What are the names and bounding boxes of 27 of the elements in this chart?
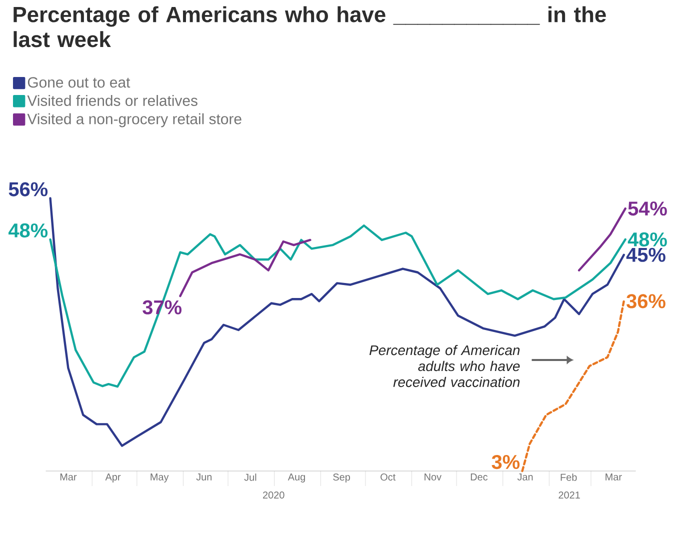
x-tick-label: Oct (380, 474, 396, 481)
x-tick-label: Jan (517, 474, 533, 480)
data-label: 54% (628, 202, 667, 216)
x-tick-label: Nov (424, 474, 442, 480)
x-tick-label: Dec (470, 474, 488, 480)
x-tick-label: Jul (244, 474, 256, 481)
text: 2020 (263, 492, 284, 499)
legend-label: Gone out to eat (28, 77, 130, 88)
x-tick-label: Feb (560, 474, 577, 481)
data-label: 48% (628, 232, 667, 246)
data-label: 45% (626, 248, 666, 262)
x-tick-label: Apr (105, 474, 121, 482)
annotation: Percentage of American adults who have received vaccination (369, 344, 520, 388)
data-label: 56% (8, 182, 48, 196)
x-tick-label: Jun (196, 474, 212, 480)
data-label: 48% (8, 223, 48, 238)
x-tick-label: Mar (60, 474, 77, 480)
x-tick-label: Mar (606, 474, 622, 480)
data-label: 3% (492, 454, 520, 470)
x-tick-label: Sep (333, 474, 350, 483)
text: 2021 (558, 492, 580, 499)
chart-title: Percentage of Americans who have ____________ in the last week (14, 6, 606, 48)
x-tick-label: Aug (288, 474, 305, 482)
data-label: 36% (626, 294, 666, 308)
legend-label: Visited friends or relatives (27, 95, 198, 106)
legend-label: Visited a non-grocery retail store (27, 113, 242, 128)
x-tick-label: May (150, 474, 169, 482)
